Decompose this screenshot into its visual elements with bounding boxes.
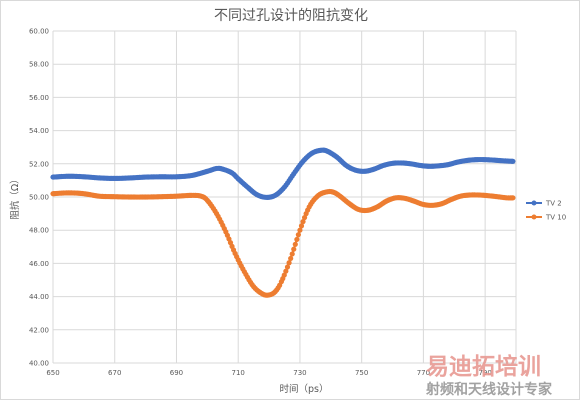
chart-title: 不同过孔设计的阻抗变化 [214,8,368,24]
series-1 [50,188,516,298]
data-point [300,219,306,225]
data-point [286,260,292,266]
data-point [291,246,297,252]
data-point [289,251,295,257]
data-point [283,268,289,274]
y-tick-label: 50.00 [29,194,49,202]
y-tick-label: 48.00 [29,227,49,235]
data-point [510,158,516,164]
legend-label: TV 2 [545,200,562,208]
x-tick-label: 690 [170,369,183,377]
x-tick-labels: 650 670 690 710 730 750 770 790 [46,369,492,377]
x-tick-label: 710 [232,369,245,377]
data-point [284,264,291,270]
data-point [295,232,301,238]
legend-item: TV 2 [526,200,562,208]
y-tick-label: 60.00 [29,28,49,36]
x-axis-title: 时间（ps） [280,383,329,395]
data-point [292,241,298,247]
y-tick-label: 42.00 [29,326,49,334]
y-tick-labels: 40.00 42.00 44.00 46.00 48.00 50.00 52.00 54.00… [29,28,49,368]
legend-item: TV 10 [526,214,566,222]
x-tick-label: 750 [355,369,368,377]
watermark-brand: 易迪拓培训 [426,353,541,380]
watermark-tagline: 射频和天线设计专家 [425,381,553,398]
legend-label: TV 10 [545,214,566,222]
data-point [281,272,287,278]
legend: TV 2 TV 10 [526,200,566,222]
x-tick-label: 670 [108,369,121,377]
x-tick-label: 650 [46,369,59,377]
y-tick-label: 56.00 [29,94,49,102]
data-point [298,223,305,229]
y-axis-title: 阻抗（Ω） [9,174,21,219]
x-tick-label: 790 [478,369,491,377]
y-tick-label: 44.00 [29,293,49,301]
x-tick-label: 730 [293,369,306,377]
data-point [288,255,294,262]
series-0 [50,147,516,200]
y-tick-label: 46.00 [29,260,49,268]
series-layer [50,147,516,298]
y-tick-label: 58.00 [29,61,49,69]
y-tick-label: 52.00 [29,160,49,168]
y-tick-label: 40.00 [29,360,49,368]
data-point [294,236,300,243]
x-tick-label: 770 [417,369,430,377]
data-point [510,195,516,201]
legend-swatch-marker [531,214,537,220]
legend-swatch-marker [531,200,537,206]
y-tick-label: 54.00 [29,127,49,135]
data-point [297,227,303,233]
